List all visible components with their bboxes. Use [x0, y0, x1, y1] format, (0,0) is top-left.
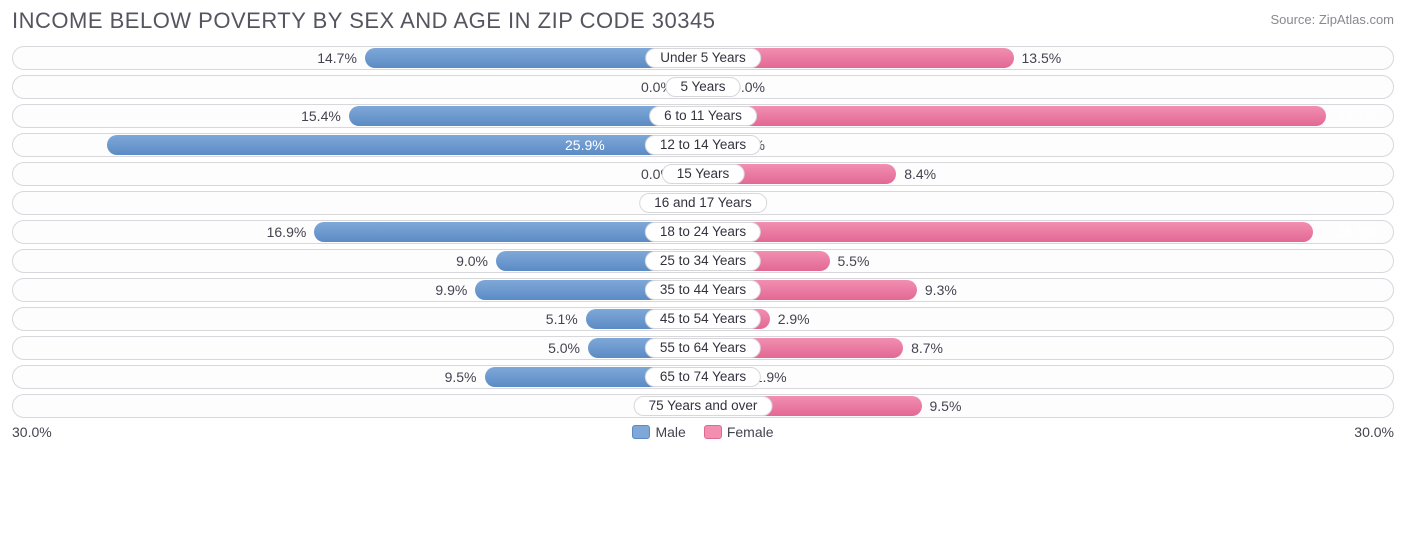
- female-value-label: 9.5%: [922, 395, 962, 417]
- axis-right-max: 30.0%: [1354, 424, 1394, 440]
- male-value-label: 5.0%: [548, 337, 588, 359]
- female-value-label: 8.4%: [896, 163, 936, 185]
- chart-row: 16.9% 26.5% 18 to 24 Years: [12, 220, 1394, 244]
- chart-source: Source: ZipAtlas.com: [1270, 8, 1394, 27]
- category-label: 35 to 44 Years: [645, 280, 761, 300]
- chart-footer: 30.0% Male Female 30.0%: [12, 424, 1394, 440]
- male-value-label: 5.1%: [546, 308, 586, 330]
- category-label: Under 5 Years: [645, 48, 761, 68]
- legend-female: Female: [704, 424, 774, 440]
- chart-rows: 14.7% 13.5% Under 5 Years 0.0%0.0%5 Years 15…: [12, 46, 1394, 418]
- category-label: 6 to 11 Years: [649, 106, 757, 126]
- female-value-label: 2.9%: [770, 308, 810, 330]
- female-value-label: 26.5%: [778, 221, 1388, 243]
- chart-row: 25.9%0.0%12 to 14 Years: [12, 133, 1394, 157]
- female-value-label: 13.5%: [1014, 47, 1062, 69]
- category-label: 75 Years and over: [634, 396, 773, 416]
- legend-male-swatch: [632, 425, 650, 439]
- category-label: 18 to 24 Years: [645, 222, 761, 242]
- chart-row: 9.9% 9.3% 35 to 44 Years: [12, 278, 1394, 302]
- legend-male: Male: [632, 424, 685, 440]
- chart-row: 5.0% 8.7% 55 to 64 Years: [12, 336, 1394, 360]
- chart-row: 0.0%0.0%16 and 17 Years: [12, 191, 1394, 215]
- male-value-label: 9.5%: [445, 366, 485, 388]
- category-label: 5 Years: [665, 77, 740, 97]
- axis-left-max: 30.0%: [12, 424, 52, 440]
- chart-row: 0.0%9.5%75 Years and over: [12, 394, 1394, 418]
- female-value-label: 27.1%: [764, 105, 1387, 127]
- male-value-label: 25.9%: [555, 134, 615, 156]
- male-value-label: 9.0%: [456, 250, 496, 272]
- chart-row: 0.0%0.0%5 Years: [12, 75, 1394, 99]
- category-label: 45 to 54 Years: [645, 309, 761, 329]
- male-value-label: 16.9%: [267, 221, 315, 243]
- category-label: 12 to 14 Years: [645, 135, 761, 155]
- chart-title: INCOME BELOW POVERTY BY SEX AND AGE IN Z…: [12, 8, 715, 34]
- category-label: 55 to 64 Years: [645, 338, 761, 358]
- category-label: 25 to 34 Years: [645, 251, 761, 271]
- poverty-butterfly-chart: INCOME BELOW POVERTY BY SEX AND AGE IN Z…: [0, 0, 1406, 444]
- female-value-label: 5.5%: [830, 250, 870, 272]
- chart-row: 0.0%8.4%15 Years: [12, 162, 1394, 186]
- male-value-label: 15.4%: [301, 105, 349, 127]
- chart-row: 9.0% 5.5% 25 to 34 Years: [12, 249, 1394, 273]
- chart-row: 14.7% 13.5% Under 5 Years: [12, 46, 1394, 70]
- male-value-label: 9.9%: [435, 279, 475, 301]
- legend-female-label: Female: [727, 424, 774, 440]
- legend-female-swatch: [704, 425, 722, 439]
- chart-row: 9.5%1.9%65 to 74 Years: [12, 365, 1394, 389]
- chart-row: 15.4% 27.1% 6 to 11 Years: [12, 104, 1394, 128]
- female-value-label: 9.3%: [917, 279, 957, 301]
- legend: Male Female: [632, 424, 773, 440]
- legend-male-label: Male: [655, 424, 685, 440]
- chart-header: INCOME BELOW POVERTY BY SEX AND AGE IN Z…: [12, 8, 1394, 34]
- chart-row: 5.1% 2.9% 45 to 54 Years: [12, 307, 1394, 331]
- category-label: 15 Years: [662, 164, 745, 184]
- category-label: 16 and 17 Years: [639, 193, 767, 213]
- category-label: 65 to 74 Years: [645, 367, 761, 387]
- male-value-label: 14.7%: [317, 47, 365, 69]
- female-value-label: 8.7%: [903, 337, 943, 359]
